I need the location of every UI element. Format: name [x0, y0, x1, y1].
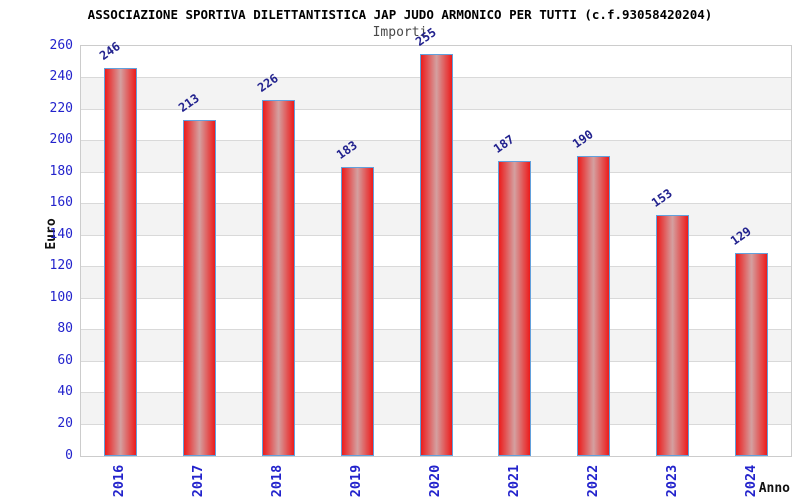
y-tick-label: 40: [57, 384, 73, 400]
y-tick-label: 80: [57, 321, 73, 337]
y-tick-label: 180: [49, 163, 73, 179]
x-tick-label: 2017: [190, 464, 207, 498]
bar-2023: [656, 214, 690, 456]
chart-subtitle: Importi: [372, 25, 428, 40]
chart-title: ASSOCIAZIONE SPORTIVA DILETTANTISTICA JA…: [87, 7, 713, 22]
y-tick-label: 100: [49, 289, 73, 305]
y-tick-label: 260: [49, 37, 73, 53]
x-tick-label: 2021: [505, 464, 522, 498]
y-tick-label: 240: [49, 69, 73, 85]
x-tick-label: 2024: [742, 464, 759, 498]
y-tick-label: 20: [57, 415, 73, 431]
bar-2018: [261, 99, 295, 456]
y-tick-label: 120: [49, 258, 73, 274]
y-tick-label: 160: [49, 195, 73, 211]
x-tick-label: 2022: [584, 464, 601, 498]
bar-2024: [735, 252, 769, 456]
bar-2022: [577, 156, 611, 456]
bar-2021: [498, 161, 532, 456]
x-axis-title: Anno: [758, 481, 790, 496]
y-tick-label: 220: [49, 100, 73, 116]
bar-2020: [419, 53, 453, 456]
plot-area: [80, 45, 792, 457]
y-tick-label: 200: [49, 132, 73, 148]
y-tick-label: 140: [49, 226, 73, 242]
x-tick-label: 2020: [427, 464, 443, 498]
x-tick-label: 2018: [269, 464, 286, 498]
y-tick-label: 0: [65, 447, 73, 463]
bar-2017: [182, 120, 216, 456]
bar-2019: [340, 167, 374, 456]
bar-2016: [103, 68, 137, 456]
x-tick-label: 2016: [111, 464, 128, 498]
x-tick-label: 2019: [348, 464, 365, 498]
x-tick-label: 2023: [663, 464, 680, 498]
y-tick-label: 60: [57, 352, 73, 368]
